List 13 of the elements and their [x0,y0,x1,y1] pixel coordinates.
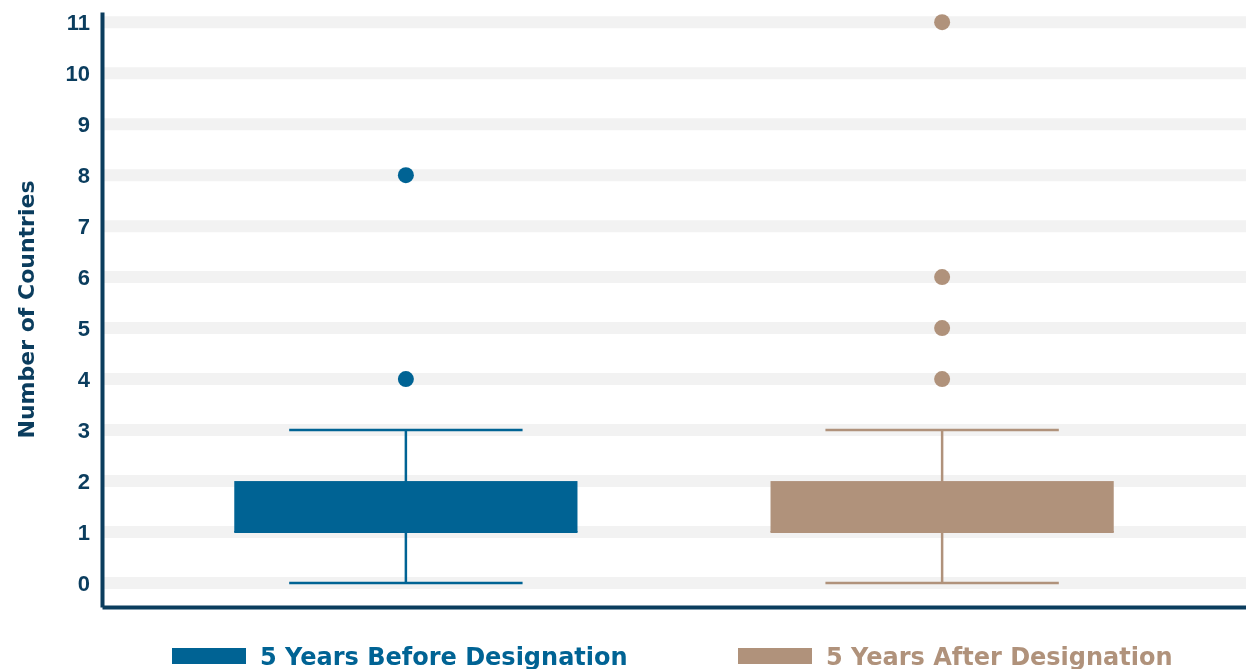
y-tick-label: 2 [77,468,90,494]
y-tick-label: 0 [77,570,90,596]
y-tick-label: 7 [77,213,90,239]
y-tick-label: 5 [77,315,90,341]
y-tick-label: 8 [77,162,90,188]
y-tick-label: 1 [77,519,90,545]
y-tick-label: 4 [77,366,91,392]
y-tick-label: 6 [77,264,90,290]
y-axis-title: Number of Countries [14,180,39,439]
y-tick-label: 3 [77,417,90,443]
y-tick-label: 11 [66,9,90,35]
y-tick-label: 9 [77,111,90,137]
y-tick-label: 10 [65,60,90,86]
